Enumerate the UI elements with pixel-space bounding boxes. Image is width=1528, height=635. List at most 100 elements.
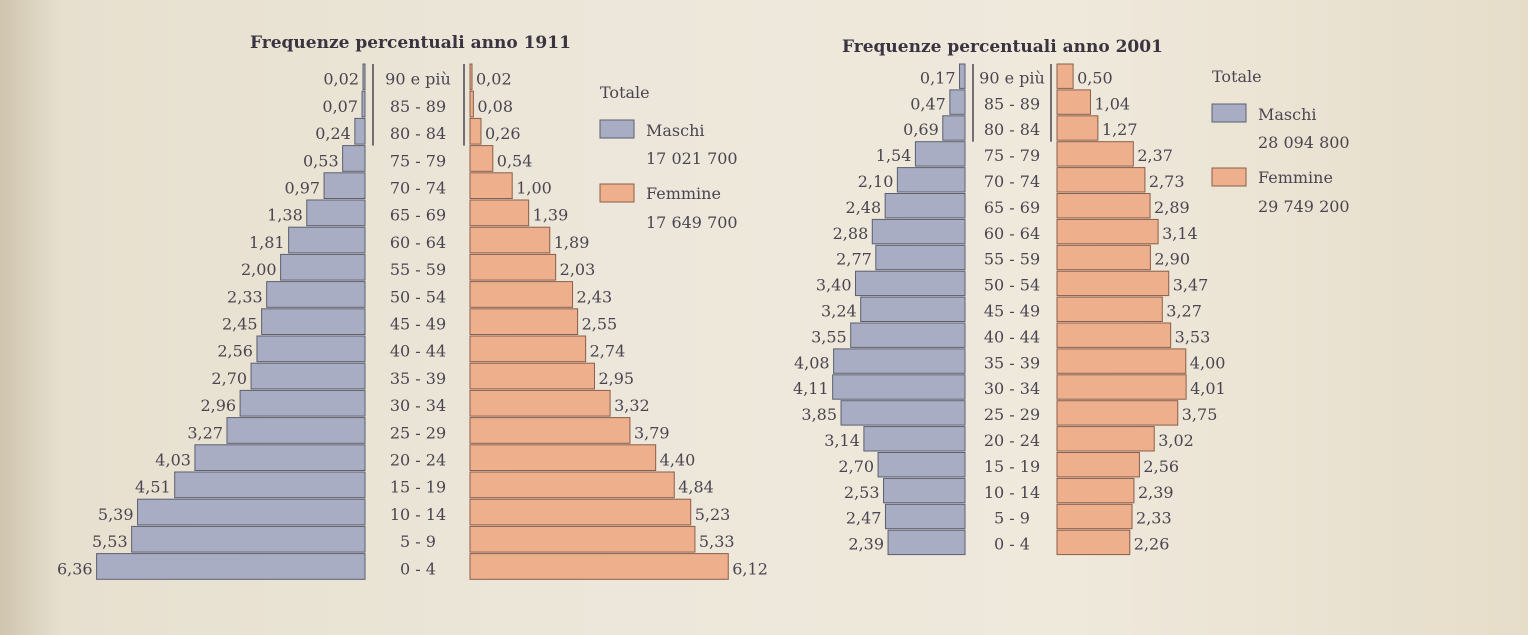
legend-totale: Totale bbox=[600, 83, 650, 102]
age-group-label: 15 - 19 bbox=[390, 478, 446, 497]
bar-femmine-1-10 bbox=[1056, 322, 1172, 348]
bar-maschi-0-0 bbox=[362, 63, 366, 91]
value-label-femmine: 2,56 bbox=[1143, 457, 1179, 476]
value-label-maschi: 0,47 bbox=[910, 94, 946, 113]
value-label-femmine: 0,02 bbox=[476, 70, 512, 89]
bar-femmine-1-3 bbox=[1056, 141, 1134, 167]
value-label-femmine: 0,08 bbox=[477, 97, 513, 116]
value-label-maschi: 2,70 bbox=[211, 369, 247, 388]
bar-femmine-0-11 bbox=[469, 362, 595, 390]
value-label-maschi: 4,03 bbox=[155, 451, 191, 470]
bar-femmine-1-2 bbox=[1056, 115, 1099, 141]
value-label-femmine: 5,33 bbox=[699, 532, 735, 551]
value-label-femmine: 6,12 bbox=[732, 559, 768, 578]
age-group-label: 0 - 4 bbox=[400, 559, 436, 578]
value-label-femmine: 4,84 bbox=[678, 478, 714, 497]
legend-femmine: Femmine bbox=[646, 184, 721, 203]
bar-maschi-1-6 bbox=[871, 218, 966, 245]
age-group-label: 70 - 74 bbox=[390, 179, 446, 198]
age-group-label: 30 - 34 bbox=[390, 396, 446, 415]
bar-maschi-0-11 bbox=[250, 362, 366, 390]
bar-maschi-0-4 bbox=[323, 172, 366, 200]
value-label-femmine: 3,27 bbox=[1166, 302, 1202, 321]
value-label-femmine: 1,04 bbox=[1094, 94, 1130, 113]
value-label-maschi: 1,54 bbox=[876, 146, 912, 165]
bar-maschi-0-6 bbox=[288, 226, 366, 254]
bar-femmine-0-18 bbox=[469, 553, 729, 580]
bar-femmine-1-18 bbox=[1056, 529, 1131, 556]
bar-maschi-1-7 bbox=[875, 244, 966, 271]
bar-femmine-1-17 bbox=[1056, 503, 1133, 530]
bar-maschi-0-13 bbox=[226, 417, 366, 444]
bar-maschi-0-8 bbox=[266, 281, 366, 308]
bar-femmine-0-13 bbox=[469, 417, 631, 444]
legend-femmine: Femmine bbox=[1258, 168, 1333, 187]
age-group-label: 90 e più bbox=[979, 68, 1045, 87]
age-group-label: 30 - 34 bbox=[984, 379, 1040, 398]
bar-femmine-0-16 bbox=[469, 498, 692, 526]
age-group-label: 5 - 9 bbox=[400, 532, 436, 551]
value-label-maschi: 2,33 bbox=[227, 287, 263, 306]
chart-title-1: Frequenze percentuali anno 2001 bbox=[842, 37, 1163, 57]
age-group-label: 75 - 79 bbox=[390, 151, 446, 170]
value-label-femmine: 3,47 bbox=[1173, 276, 1209, 295]
bar-femmine-0-3 bbox=[469, 145, 494, 172]
age-group-label: 60 - 64 bbox=[390, 233, 446, 252]
value-label-maschi: 5,39 bbox=[98, 505, 134, 524]
value-label-femmine: 2,74 bbox=[590, 342, 626, 361]
value-label-femmine: 2,73 bbox=[1149, 172, 1185, 191]
bar-femmine-0-17 bbox=[469, 525, 696, 553]
age-group-label: 40 - 44 bbox=[984, 327, 1040, 346]
bar-femmine-1-7 bbox=[1056, 244, 1151, 271]
bar-maschi-1-13 bbox=[840, 400, 966, 426]
bar-femmine-1-4 bbox=[1056, 167, 1146, 193]
bar-femmine-1-12 bbox=[1056, 374, 1187, 400]
bar-femmine-1-8 bbox=[1056, 270, 1170, 297]
value-label-femmine: 2,03 bbox=[560, 260, 596, 279]
bar-maschi-1-11 bbox=[833, 348, 966, 374]
age-group-label: 85 - 89 bbox=[390, 97, 446, 116]
value-label-maschi: 0,02 bbox=[323, 70, 359, 89]
value-label-maschi: 2,56 bbox=[217, 342, 253, 361]
age-group-label: 45 - 49 bbox=[984, 302, 1040, 321]
value-label-maschi: 3,85 bbox=[801, 405, 837, 424]
value-label-maschi: 1,38 bbox=[267, 206, 303, 225]
age-group-label: 15 - 19 bbox=[984, 457, 1040, 476]
bar-femmine-1-15 bbox=[1056, 452, 1140, 478]
bar-femmine-1-11 bbox=[1056, 348, 1187, 374]
value-label-maschi: 3,24 bbox=[821, 302, 857, 321]
bar-maschi-0-9 bbox=[261, 308, 366, 335]
age-group-label: 35 - 39 bbox=[984, 353, 1040, 372]
value-label-femmine: 4,40 bbox=[660, 451, 696, 470]
legend-maschi: Maschi bbox=[1258, 105, 1317, 124]
age-group-label: 25 - 29 bbox=[984, 405, 1040, 424]
age-group-label: 55 - 59 bbox=[984, 250, 1040, 269]
bar-femmine-0-1 bbox=[469, 90, 474, 118]
age-group-label: 65 - 69 bbox=[984, 198, 1040, 217]
bar-maschi-0-2 bbox=[354, 117, 366, 145]
legend-maschi-total: 17 021 700 bbox=[646, 149, 738, 168]
age-group-label: 80 - 84 bbox=[984, 120, 1040, 139]
legend-femmine-total: 29 749 200 bbox=[1258, 197, 1350, 216]
legend-swatch-maschi bbox=[599, 119, 635, 139]
legend-maschi-total: 28 094 800 bbox=[1258, 133, 1350, 152]
age-group-label: 70 - 74 bbox=[984, 172, 1040, 191]
value-label-maschi: 3,40 bbox=[816, 276, 852, 295]
value-label-maschi: 0,69 bbox=[903, 120, 939, 139]
age-group-label: 55 - 59 bbox=[390, 260, 446, 279]
bar-maschi-1-2 bbox=[942, 115, 966, 141]
bar-maschi-0-15 bbox=[174, 471, 366, 499]
age-group-label: 65 - 69 bbox=[390, 206, 446, 225]
bar-maschi-0-3 bbox=[342, 145, 366, 172]
value-label-femmine: 1,00 bbox=[516, 179, 552, 198]
bar-femmine-1-6 bbox=[1056, 218, 1159, 245]
bar-maschi-0-7 bbox=[280, 253, 366, 281]
value-label-maschi: 4,11 bbox=[793, 379, 829, 398]
bar-femmine-0-0 bbox=[469, 63, 473, 91]
bar-femmine-0-14 bbox=[469, 444, 657, 471]
value-label-femmine: 2,37 bbox=[1137, 146, 1173, 165]
value-label-femmine: 1,39 bbox=[533, 206, 569, 225]
value-label-femmine: 2,39 bbox=[1138, 483, 1174, 502]
legend-maschi: Maschi bbox=[646, 121, 705, 140]
